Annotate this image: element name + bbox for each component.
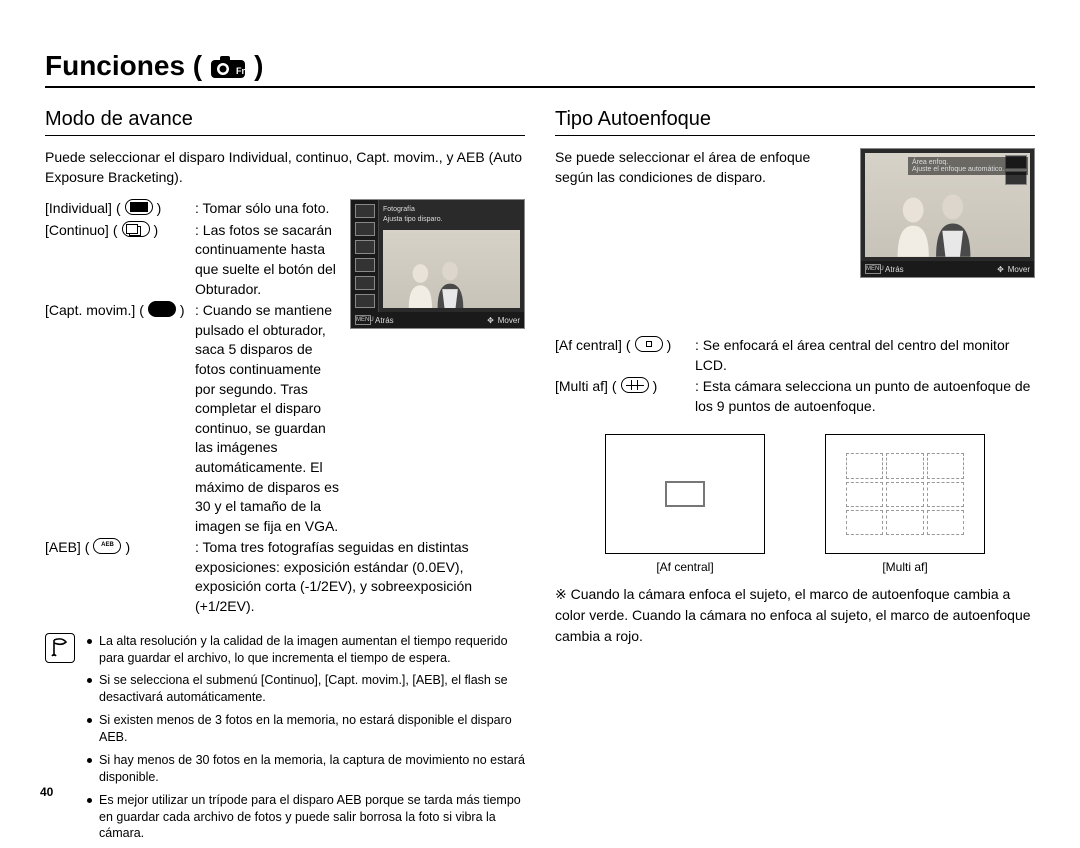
notes-box: La alta resolución y la calidad de la im… (45, 633, 525, 848)
motion-capture-icon (148, 301, 176, 317)
notes-list: La alta resolución y la calidad de la im… (85, 633, 525, 848)
paren: ( (626, 336, 631, 356)
title-close: ) (254, 50, 263, 82)
screenshot-line2: Ajuste el enfoque automático. (912, 166, 1024, 173)
camera-fn-icon: Fn (210, 54, 246, 78)
menu-icon: MENU (865, 264, 881, 274)
left-heading: Modo de avance (45, 108, 525, 136)
aeb-icon: AEB (93, 538, 121, 554)
note-icon (45, 633, 75, 663)
af-diagrams: [Af central] [Multi af] (555, 434, 1035, 574)
af-center-diagram (605, 434, 765, 554)
item-desc: : Esta cámara selecciona un punto de aut… (695, 377, 1035, 416)
paren: ( (116, 199, 121, 219)
page-title: Funciones ( Fn ) (45, 50, 1035, 88)
drive-mode-screenshot: Fotografía Ajusta tipo disparo. MENU Atr… (350, 199, 525, 329)
af-footnote: ※ Cuando la cámara enfoca el sujeto, el … (555, 584, 1035, 647)
left-column: Modo de avance Puede seleccionar el disp… (45, 108, 525, 848)
af-center-icon (635, 336, 663, 352)
move-label: Mover (498, 316, 520, 325)
item-desc: : Se enfocará el área central del centro… (695, 336, 1035, 375)
af-screenshot: Área enfoq. Ajuste el enfoque automático… (860, 148, 1035, 278)
nav-icon: ✥ (487, 316, 494, 325)
left-intro: Puede seleccionar el disparo Individual,… (45, 148, 525, 187)
item-desc: : Cuando se mantiene pulsado el obturado… (195, 301, 340, 536)
item-label: [Af central] (555, 336, 622, 356)
item-desc: : Las fotos se sacarán continuamente has… (195, 221, 340, 299)
svg-text:Fn: Fn (236, 66, 246, 76)
item-label: [Individual] (45, 199, 112, 219)
right-column: Tipo Autoenfoque Área enfoq. Ajuste el e… (555, 108, 1035, 848)
right-heading: Tipo Autoenfoque (555, 108, 1035, 136)
paren: ) (180, 301, 185, 321)
paren: ) (125, 538, 130, 558)
single-frame-icon (125, 199, 153, 215)
continuous-icon (122, 221, 150, 237)
paren: ) (154, 221, 159, 241)
note-item: Si se selecciona el submenú [Continuo], … (85, 672, 525, 706)
note-item: Si hay menos de 30 fotos en la memoria, … (85, 752, 525, 786)
paren: ( (85, 538, 90, 558)
item-desc: : Toma tres fotografías seguidas en dist… (195, 538, 525, 616)
paren: ( (113, 221, 118, 241)
paren: ( (139, 301, 144, 321)
screenshot-line2: Ajusta tipo disparo. (383, 216, 443, 224)
af-center-caption: [Af central] (605, 560, 765, 574)
nav-icon: ✥ (997, 265, 1004, 274)
paren: ) (157, 199, 162, 219)
item-label: [Capt. movim.] (45, 301, 135, 321)
menu-icon: MENU (355, 315, 371, 325)
af-multi-caption: [Multi af] (825, 560, 985, 574)
screenshot-line1: Área enfoq. (912, 159, 1024, 166)
item-desc: : Tomar sólo una foto. (195, 199, 340, 219)
note-item: La alta resolución y la calidad de la im… (85, 633, 525, 667)
item-label: [AEB] (45, 538, 81, 558)
note-item: Es mejor utilizar un trípode para el dis… (85, 792, 525, 843)
back-label: Atrás (885, 265, 904, 274)
item-label: [Continuo] (45, 221, 109, 241)
item-label: [Multi af] (555, 377, 608, 397)
paren: ) (667, 336, 672, 356)
back-label: Atrás (375, 316, 394, 325)
paren: ( (612, 377, 617, 397)
screenshot-line1: Fotografía (383, 206, 415, 214)
page-number: 40 (40, 785, 53, 799)
title-text: Funciones ( (45, 50, 202, 82)
move-label: Mover (1008, 265, 1030, 274)
note-item: Si existen menos de 3 fotos en la memori… (85, 712, 525, 746)
af-multi-diagram (825, 434, 985, 554)
af-multi-icon (621, 377, 649, 393)
paren: ) (653, 377, 658, 397)
